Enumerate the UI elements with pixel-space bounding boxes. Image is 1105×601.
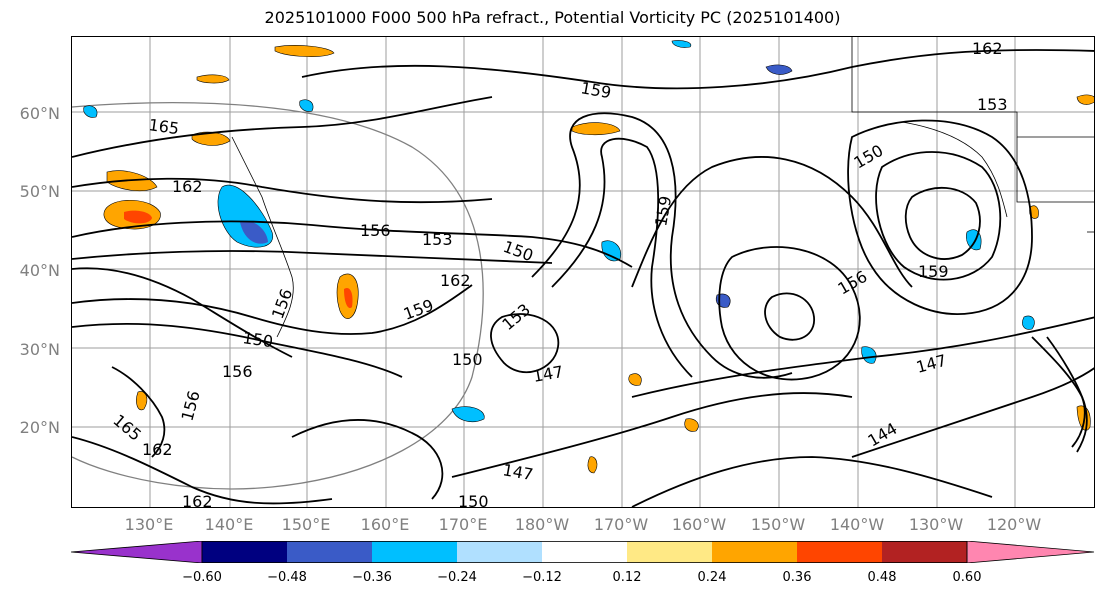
- contour-label: 162: [182, 492, 213, 508]
- colorbar-extend-max: [966, 541, 1095, 563]
- lat-label-60n: 60°N: [19, 104, 60, 123]
- lon-label-120w: 120°W: [986, 515, 1042, 534]
- pv-shading: [83, 40, 1094, 474]
- contour-label: 159: [401, 295, 436, 323]
- contour-label: 156: [178, 389, 204, 423]
- chart-title: 2025101000 F000 500 hPa refract., Potent…: [264, 8, 841, 27]
- colorbar-segment: [627, 541, 712, 563]
- colorbar-tick: 0.24: [697, 570, 727, 585]
- colorbar-segment: [287, 541, 372, 563]
- lon-label-170e: 170°E: [438, 515, 488, 534]
- contour-label: 162: [142, 440, 173, 459]
- refractivity-contours: [72, 49, 1094, 507]
- colorbar-tick: 0.36: [782, 570, 812, 585]
- contour-label: 156: [222, 362, 253, 381]
- lat-label-20n: 20°N: [19, 418, 60, 437]
- contour-label: 150: [452, 350, 483, 369]
- contour-label: 159: [579, 78, 612, 102]
- colorbar-extend-min: [71, 541, 203, 563]
- lon-label-140w: 140°W: [829, 515, 885, 534]
- contour-label: 156: [268, 286, 296, 321]
- lon-label-180w: 180°W: [514, 515, 570, 534]
- lon-label-150w: 150°W: [750, 515, 806, 534]
- colorbar-tick: 0.12: [612, 570, 642, 585]
- lat-label-30n: 30°N: [19, 340, 60, 359]
- contour-label: 147: [531, 362, 564, 386]
- colorbar-tick: −0.60: [182, 570, 222, 585]
- colorbar-tick: 0.48: [867, 570, 897, 585]
- colorbar-tick: −0.36: [352, 570, 392, 585]
- contour-label: 150: [458, 492, 489, 508]
- contour-label: 147: [914, 351, 948, 377]
- contour-labels: 162 159 153 165 162 156 153 150 150 159 …: [109, 39, 1008, 508]
- colorbar-segment: [457, 541, 542, 563]
- contour-label: 153: [422, 230, 453, 249]
- lon-label-160e: 160°E: [360, 515, 410, 534]
- contour-label: 153: [498, 300, 534, 334]
- lon-label-160w: 160°W: [671, 515, 727, 534]
- colorbar-tick: −0.48: [267, 570, 307, 585]
- lat-label-50n: 50°N: [19, 182, 60, 201]
- coastlines: [231, 37, 1094, 338]
- contour-label: 159: [918, 262, 949, 281]
- contour-label: 159: [651, 194, 675, 227]
- contour-label: 165: [147, 115, 180, 138]
- colorbar: [71, 541, 1095, 563]
- colorbar-segment: [882, 541, 967, 563]
- map-panel: 162 159 153 165 162 156 153 150 150 159 …: [71, 36, 1095, 508]
- contour-label: 165: [109, 411, 145, 445]
- lon-label-170w: 170°W: [593, 515, 649, 534]
- colorbar-segment: [202, 541, 287, 563]
- colorbar-tick: −0.12: [522, 570, 562, 585]
- contour-label: 147: [501, 460, 534, 484]
- contour-label: 162: [972, 39, 1003, 58]
- colorbar-tick: 0.60: [952, 570, 982, 585]
- lon-label-130w: 130°W: [908, 515, 964, 534]
- colorbar-segment: [542, 541, 627, 563]
- lon-label-140e: 140°E: [204, 515, 254, 534]
- contour-label: 153: [977, 95, 1008, 114]
- contour-label: 150: [241, 328, 274, 351]
- colorbar-tick: −0.24: [437, 570, 477, 585]
- lon-label-130e: 130°E: [124, 515, 174, 534]
- colorbar-segment: [372, 541, 457, 563]
- contour-label: 162: [440, 271, 471, 290]
- map-canvas: 162 159 153 165 162 156 153 150 150 159 …: [72, 37, 1094, 508]
- colorbar-segment: [797, 541, 882, 563]
- lat-label-40n: 40°N: [19, 261, 60, 280]
- contour-label: 144: [865, 419, 901, 451]
- lon-label-150e: 150°E: [281, 515, 331, 534]
- range-ring: [72, 102, 484, 490]
- colorbar-segment: [712, 541, 797, 563]
- contour-label: 156: [360, 221, 391, 240]
- contour-label: 162: [172, 177, 203, 196]
